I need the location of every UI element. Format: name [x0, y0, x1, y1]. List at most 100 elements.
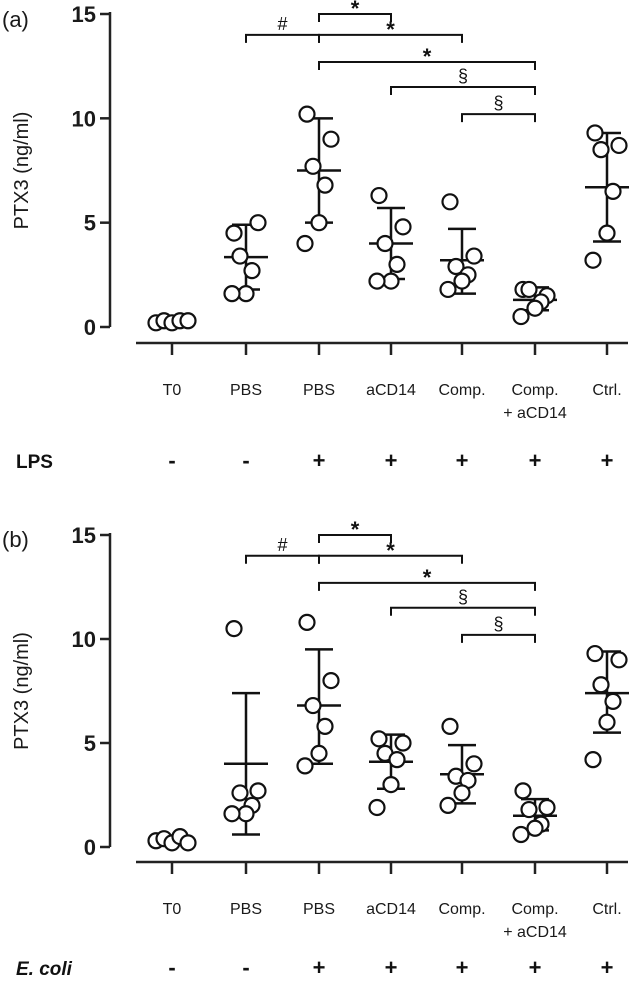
data-point [514, 782, 532, 800]
bracket-line [390, 86, 536, 96]
bracket-line [318, 33, 463, 43]
data-point [526, 299, 544, 317]
series-group [223, 214, 268, 303]
data-point [604, 692, 622, 711]
bracket-line [245, 33, 320, 43]
data-point [243, 262, 261, 280]
data-point [598, 224, 616, 242]
category-label: aCD14 [366, 901, 416, 918]
category-label: Ctrl. [592, 382, 621, 399]
data-point [610, 136, 628, 155]
data-point [453, 272, 471, 290]
category-label: Comp. [438, 382, 485, 399]
data-point [465, 755, 483, 773]
significance-symbol: § [458, 587, 468, 607]
data-point [586, 124, 604, 142]
category-label-line2: + aCD14 [503, 924, 567, 941]
data-point [298, 105, 316, 123]
treatment-sign: + [456, 448, 469, 473]
treatment-sign: - [242, 448, 249, 473]
treatment-sign: + [313, 448, 326, 473]
data-point [512, 825, 530, 844]
data-point [370, 730, 388, 748]
bracket-line [245, 554, 320, 564]
bracket-line [390, 606, 536, 616]
significance-bracket: # [245, 14, 320, 43]
data-point [512, 307, 530, 326]
significance-symbol: * [351, 517, 360, 542]
bracket-line [318, 534, 392, 543]
bracket-line [461, 633, 536, 643]
series-group [584, 124, 629, 269]
category-label: PBS [230, 901, 262, 918]
data-point [231, 784, 249, 802]
data-point [526, 819, 544, 837]
y-tick-label: 0 [84, 315, 96, 340]
category-label: Comp. [511, 901, 558, 918]
data-point [223, 285, 241, 303]
bracket-line [318, 581, 536, 591]
data-point [598, 713, 616, 731]
data-point [231, 247, 249, 265]
y-tick-label: 15 [72, 2, 96, 27]
data-point [388, 255, 406, 273]
data-point [225, 619, 243, 638]
data-point [592, 676, 610, 694]
data-point [382, 272, 400, 290]
data-point [304, 696, 322, 715]
data-point [584, 251, 602, 269]
data-point [370, 186, 388, 205]
data-point [520, 800, 538, 819]
treatment-sign: + [456, 955, 469, 980]
data-point [520, 280, 538, 299]
significance-bracket: * [318, 44, 536, 70]
treatment-sign: + [529, 448, 542, 473]
series-group [512, 782, 557, 844]
y-tick-label: 15 [72, 523, 96, 548]
data-point [179, 312, 197, 330]
significance-symbol: § [493, 614, 503, 634]
data-point [382, 775, 400, 794]
significance-symbol: # [277, 14, 287, 34]
y-tick-label: 0 [84, 835, 96, 860]
treatment-sign: + [313, 955, 326, 980]
data-point [179, 834, 197, 852]
series-group [147, 827, 197, 852]
treatment-sign: + [601, 448, 614, 473]
significance-bracket: * [318, 17, 463, 43]
data-point [322, 671, 340, 690]
significance-bracket: § [390, 587, 536, 616]
category-label: PBS [303, 901, 335, 918]
bracket-line [318, 554, 463, 564]
data-point [453, 784, 471, 802]
y-tick-label: 5 [84, 731, 96, 756]
data-point [586, 644, 604, 663]
significance-symbol: * [386, 538, 395, 563]
data-point [388, 751, 406, 769]
y-tick-label: 5 [84, 211, 96, 236]
series-group [296, 613, 341, 775]
data-point [538, 798, 556, 817]
series-group [147, 312, 197, 332]
panel-label: (b) [2, 527, 29, 552]
significance-bracket: § [461, 93, 536, 123]
treatment-sign: + [385, 955, 398, 980]
data-point [368, 798, 386, 817]
data-point [310, 214, 328, 232]
data-point [604, 182, 622, 200]
treatment-sign: + [385, 448, 398, 473]
data-point [394, 218, 412, 236]
data-point [376, 234, 394, 253]
data-point [298, 613, 316, 631]
series-group [223, 619, 268, 836]
significance-symbol: * [351, 0, 360, 21]
significance-symbol: * [423, 565, 432, 590]
data-point [296, 234, 314, 253]
data-point [441, 193, 459, 211]
treatment-sign: + [601, 955, 614, 980]
bracket-line [318, 60, 536, 70]
data-point [237, 805, 255, 823]
significance-bracket: * [318, 517, 392, 543]
series-group [368, 186, 413, 290]
y-axis-label: PTX3 (ng/ml) [11, 112, 33, 230]
